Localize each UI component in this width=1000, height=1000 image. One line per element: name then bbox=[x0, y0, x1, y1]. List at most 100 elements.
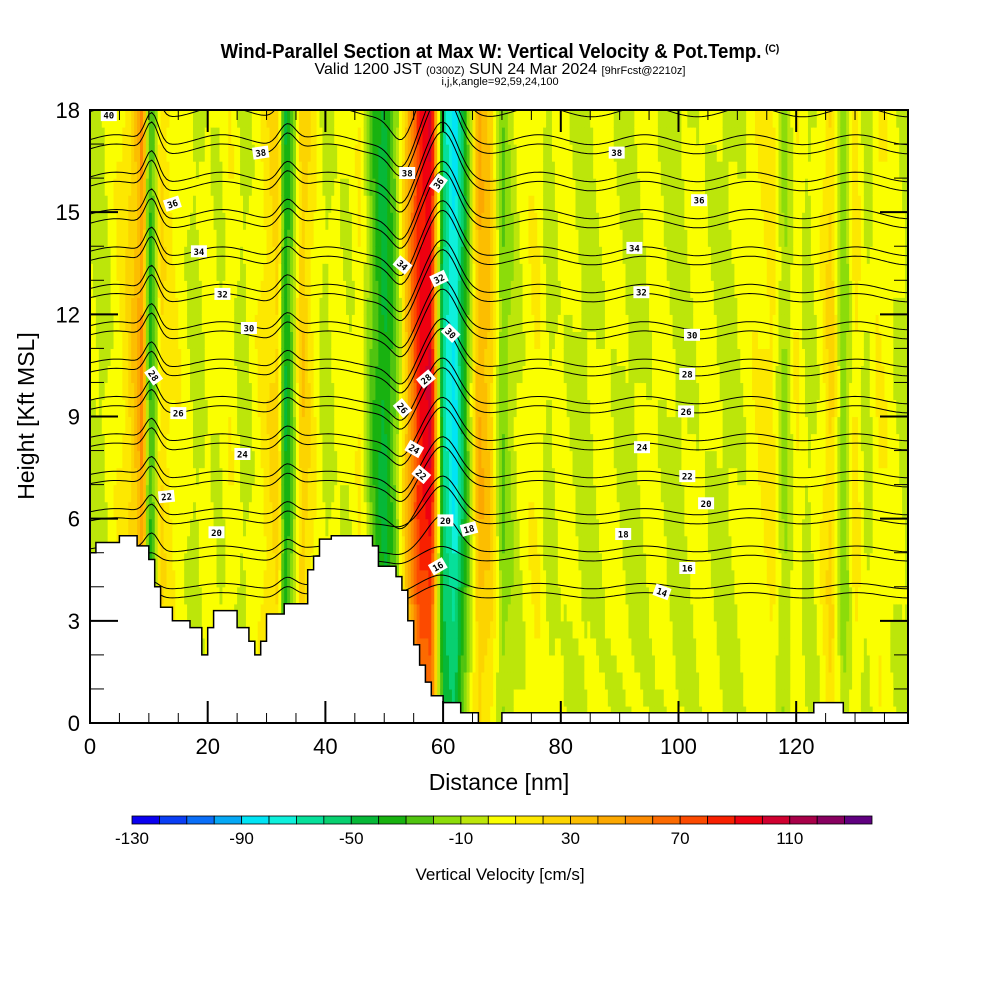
velocity-cell bbox=[334, 144, 338, 162]
velocity-cell bbox=[401, 535, 406, 554]
velocity-cell bbox=[163, 382, 168, 401]
velocity-cell bbox=[207, 535, 212, 554]
velocity-cell bbox=[272, 467, 276, 486]
velocity-cell bbox=[381, 501, 385, 520]
velocity-cell bbox=[187, 484, 191, 503]
velocity-cell bbox=[407, 450, 412, 469]
velocity-cell bbox=[131, 280, 135, 298]
velocity-cell bbox=[322, 348, 326, 367]
velocity-cell bbox=[178, 518, 182, 537]
velocity-cell bbox=[254, 161, 259, 179]
velocity-cell bbox=[440, 433, 444, 452]
velocity-cell bbox=[293, 314, 297, 332]
velocity-cell bbox=[472, 433, 477, 452]
velocity-cell bbox=[393, 280, 397, 298]
velocity-cell bbox=[131, 348, 135, 367]
velocity-cell bbox=[310, 433, 315, 452]
velocity-cell bbox=[263, 331, 268, 349]
velocity-cell bbox=[284, 297, 288, 315]
velocity-cell bbox=[493, 365, 497, 384]
velocity-cell bbox=[378, 110, 382, 128]
velocity-cell bbox=[316, 212, 321, 230]
velocity-cell bbox=[119, 467, 123, 486]
velocity-cell bbox=[478, 705, 482, 723]
velocity-cell bbox=[131, 127, 135, 145]
velocity-cell bbox=[360, 348, 365, 367]
velocity-cell bbox=[160, 467, 165, 486]
velocity-cell bbox=[319, 331, 324, 349]
velocity-cell bbox=[304, 382, 309, 401]
velocity-cell bbox=[437, 314, 441, 332]
velocity-cell bbox=[313, 382, 318, 401]
velocity-cell bbox=[266, 314, 271, 332]
velocity-cell bbox=[387, 467, 391, 486]
velocity-cell bbox=[151, 518, 156, 537]
velocity-cell bbox=[422, 637, 427, 656]
velocity-cell bbox=[325, 433, 329, 452]
velocity-cell bbox=[213, 110, 218, 128]
velocity-cell bbox=[487, 552, 491, 571]
velocity-cell bbox=[254, 484, 259, 503]
velocity-cell bbox=[175, 501, 179, 520]
velocity-cell bbox=[390, 127, 394, 145]
velocity-cell bbox=[301, 348, 306, 367]
velocity-cell bbox=[316, 178, 321, 196]
velocity-cell bbox=[446, 365, 450, 384]
velocity-cell bbox=[160, 246, 165, 264]
velocity-cell bbox=[446, 229, 450, 247]
velocity-cell bbox=[207, 484, 212, 503]
velocity-cell bbox=[307, 552, 312, 571]
velocity-cell bbox=[154, 161, 159, 179]
velocity-cell bbox=[228, 535, 232, 554]
velocity-cell bbox=[134, 297, 138, 315]
velocity-cell bbox=[372, 280, 377, 298]
velocity-cell bbox=[440, 603, 444, 622]
velocity-cell bbox=[325, 484, 329, 503]
velocity-cell bbox=[416, 178, 421, 196]
velocity-cell bbox=[310, 127, 315, 145]
velocity-cell bbox=[351, 161, 356, 179]
velocity-cell bbox=[287, 348, 291, 367]
velocity-cell bbox=[207, 365, 212, 384]
velocity-cell bbox=[434, 433, 438, 452]
velocity-cell bbox=[187, 314, 191, 332]
velocity-cell bbox=[287, 178, 291, 196]
velocity-cell bbox=[187, 263, 191, 281]
velocity-cell bbox=[166, 586, 171, 605]
velocity-cell bbox=[322, 484, 326, 503]
velocity-cell bbox=[166, 399, 171, 418]
velocity-cell bbox=[234, 280, 238, 298]
velocity-cell bbox=[310, 195, 315, 213]
velocity-cell bbox=[340, 195, 344, 213]
velocity-cell bbox=[410, 127, 415, 145]
velocity-cell bbox=[169, 433, 173, 452]
velocity-cell bbox=[407, 569, 412, 588]
velocity-cell bbox=[431, 416, 435, 435]
velocity-cell bbox=[407, 467, 412, 486]
velocity-cell bbox=[431, 246, 435, 264]
velocity-cell bbox=[331, 263, 335, 281]
velocity-cell bbox=[407, 603, 412, 622]
velocity-cell bbox=[357, 110, 362, 128]
velocity-cell bbox=[260, 297, 265, 315]
velocity-cell bbox=[263, 433, 268, 452]
velocity-cell bbox=[213, 450, 218, 469]
velocity-cell bbox=[484, 416, 488, 435]
velocity-cell bbox=[375, 144, 379, 162]
velocity-cell bbox=[419, 535, 424, 554]
velocity-cell bbox=[469, 671, 474, 690]
velocity-cell bbox=[181, 416, 185, 435]
velocity-cell bbox=[345, 263, 350, 281]
velocity-cell bbox=[210, 144, 215, 162]
velocity-cell bbox=[295, 365, 300, 384]
velocity-cell bbox=[475, 382, 479, 401]
velocity-cell bbox=[407, 501, 412, 520]
velocity-cell bbox=[248, 501, 253, 520]
velocity-cell bbox=[375, 365, 379, 384]
velocity-cell bbox=[407, 552, 412, 571]
velocity-cell bbox=[187, 195, 191, 213]
velocity-cell bbox=[92, 433, 97, 452]
velocity-cell bbox=[493, 161, 497, 179]
velocity-cell bbox=[381, 331, 385, 349]
velocity-cell bbox=[128, 331, 132, 349]
